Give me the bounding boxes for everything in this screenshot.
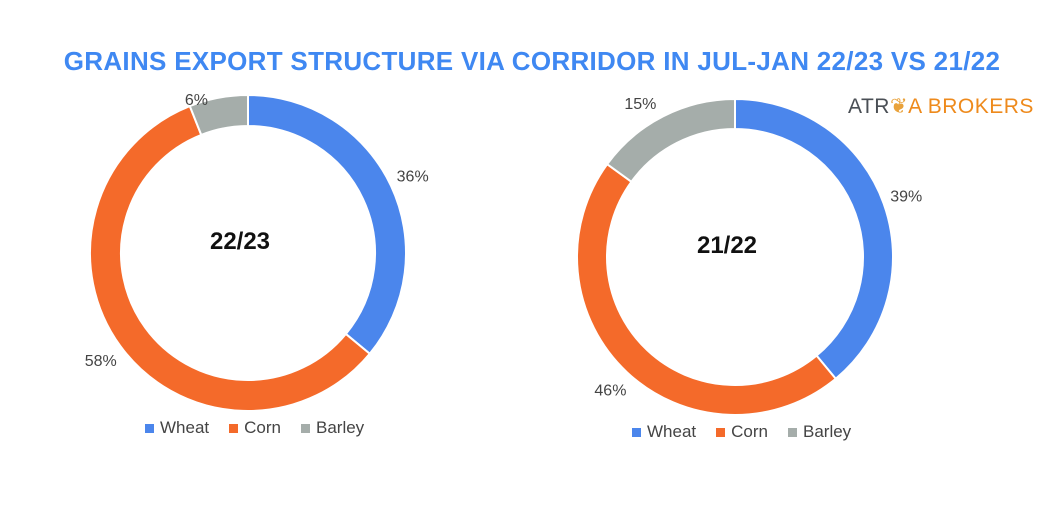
- slice-barley: [188, 93, 249, 137]
- legend-swatch: [145, 423, 154, 433]
- legend-swatch: [788, 427, 797, 437]
- slice-wheat: [247, 93, 407, 356]
- legend-label: Corn: [731, 422, 768, 441]
- data-label: 36%: [397, 169, 429, 186]
- legend-21-22: Wheat Corn Barley: [632, 422, 851, 442]
- slice-corn: [576, 162, 838, 416]
- legend-swatch: [716, 427, 726, 437]
- center-label: 22/23: [210, 228, 270, 255]
- legend-item: Barley: [301, 418, 364, 438]
- legend-swatch: [229, 423, 239, 433]
- data-label: 58%: [85, 353, 117, 370]
- data-label: 15%: [624, 96, 656, 113]
- data-label: 6%: [185, 92, 208, 109]
- chart-title: GRAINS EXPORT STRUCTURE VIA CORRIDOR IN …: [63, 46, 1001, 76]
- legend-item: Barley: [788, 422, 851, 442]
- slice-corn: [89, 104, 372, 412]
- legend-item: Wheat: [145, 418, 209, 438]
- legend-label: Barley: [316, 418, 365, 437]
- legend-item: Corn: [716, 422, 768, 442]
- slice-barley: [605, 97, 736, 184]
- center-label: 21/22: [697, 232, 757, 259]
- slice-wheat: [734, 97, 894, 381]
- legend-22-23: Wheat Corn Barley: [145, 418, 364, 438]
- atria-brokers-logo: ATR❦A BROKERS: [848, 95, 1034, 118]
- legend-label: Barley: [803, 422, 852, 441]
- legend-label: Corn: [244, 418, 281, 437]
- legend-swatch: [632, 427, 641, 437]
- legend-label: Wheat: [647, 422, 697, 441]
- data-label: 39%: [890, 188, 922, 205]
- data-label: 46%: [594, 383, 626, 400]
- legend-item: Corn: [229, 418, 281, 438]
- legend-item: Wheat: [632, 422, 696, 442]
- legend-label: Wheat: [160, 418, 210, 437]
- legend-swatch: [301, 423, 310, 433]
